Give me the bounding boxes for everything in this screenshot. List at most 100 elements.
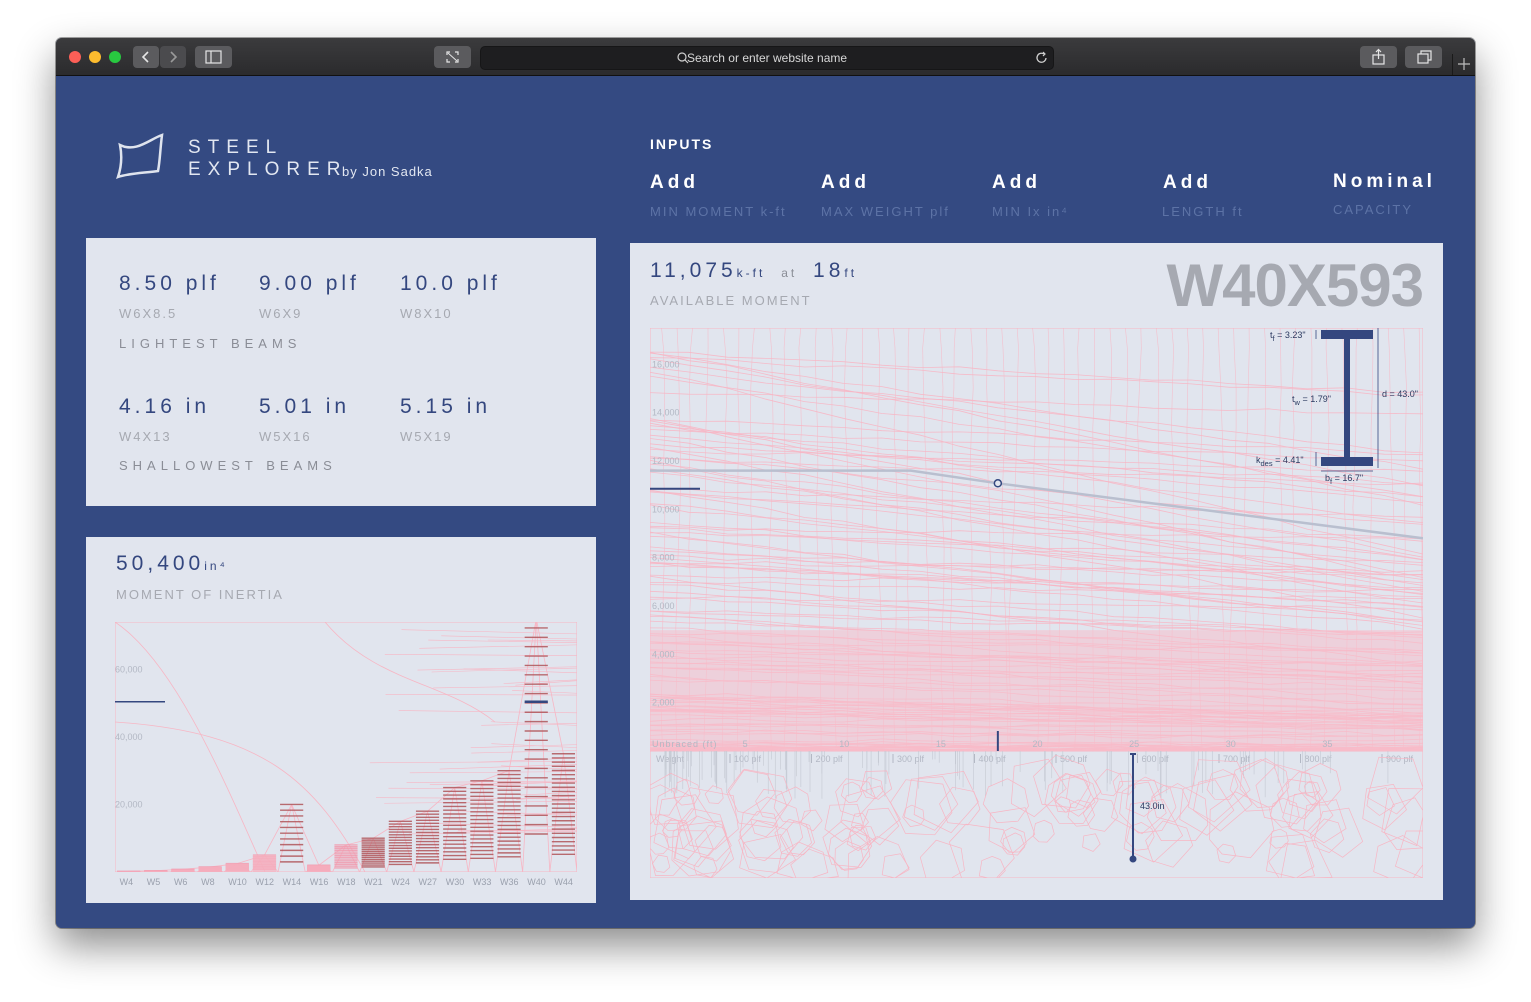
reload-icon[interactable]	[1035, 51, 1049, 65]
capacity-curve	[650, 448, 1423, 472]
capacity-curve	[650, 443, 1423, 485]
share-button[interactable]	[1360, 46, 1397, 68]
weight-mesh-cell	[739, 819, 782, 862]
min-ix-input[interactable]: Add	[992, 172, 1041, 193]
weight-mesh-cell	[860, 776, 884, 800]
tw-label: tw = 1.79"	[1292, 394, 1331, 407]
reader-button[interactable]	[434, 46, 471, 68]
new-tab-button[interactable]	[1452, 54, 1475, 75]
inertia-grid-line	[439, 764, 577, 770]
lightest-value-1: 8.50 plf	[119, 272, 220, 295]
weight-mesh-cell	[755, 789, 788, 819]
weight-mesh-cell	[1216, 843, 1237, 864]
inertia-grid-line	[401, 629, 577, 635]
capacity-curve	[650, 503, 1423, 594]
weight-mesh-cell	[1206, 769, 1239, 800]
weight-mesh-cell	[835, 778, 876, 818]
weight-mesh-cell	[1044, 773, 1099, 824]
inertia-category-axis: W4 W5 W6 W8 W10 W12 W14 W16 W18 W21 W24 W27 W30 W33 W3…	[115, 877, 577, 891]
inertia-category-label: W8	[201, 877, 215, 887]
inertia-grid-line	[384, 654, 577, 656]
weight-mesh-cell	[776, 841, 829, 878]
close-window-button[interactable]	[69, 51, 81, 63]
inertia-grid-line	[470, 744, 577, 748]
x-axis-label: Unbraced (ft)	[652, 739, 718, 749]
inertia-grid-line	[491, 743, 577, 748]
forward-button[interactable]	[160, 46, 186, 68]
moment-chart[interactable]: 2,000 4,000 6,000 8,000 10,000 12,000 14,000 16…	[650, 328, 1423, 878]
weight-mesh-cell	[1119, 776, 1177, 834]
inertia-category-label: W18	[337, 877, 356, 887]
lightest-shape-2[interactable]: W6X9	[259, 306, 303, 321]
inertia-category-label: W16	[309, 877, 329, 887]
weight-mesh-cell	[860, 807, 900, 846]
y-tick-label: 10,000	[652, 504, 680, 514]
y-tick-label: 6,000	[652, 601, 675, 611]
capacity-curve	[650, 561, 1423, 608]
capacity-curve	[650, 463, 1423, 560]
weight-mesh-cell	[774, 818, 812, 857]
inertia-chart[interactable]: 20,000 40,000 60,000	[115, 622, 577, 872]
tabs-overview-button[interactable]	[1405, 46, 1442, 68]
weight-mesh-cell	[1032, 819, 1055, 843]
shallowest-value-3: 5.15 in	[400, 395, 492, 418]
inertia-category-label: W4	[119, 877, 134, 887]
capacity-mode-toggle[interactable]: Nominal	[1333, 171, 1436, 192]
inertia-grid-line	[419, 644, 577, 649]
capacity-curve	[650, 584, 1423, 635]
max-weight-input[interactable]: Add	[821, 172, 870, 193]
weight-mesh-cell	[673, 778, 701, 806]
inertia-category-label: W12	[255, 877, 274, 887]
weight-mesh-cell	[841, 781, 863, 803]
inertia-shape-fill	[144, 870, 168, 872]
inertia-grid-line	[409, 771, 577, 774]
inertia-category-label: W44	[554, 877, 573, 887]
address-bar[interactable]: Search or enter website name	[480, 46, 1054, 70]
shallowest-shape-3[interactable]: W5X19	[400, 429, 453, 444]
weight-mesh-cell	[650, 832, 669, 855]
minimize-window-button[interactable]	[89, 51, 101, 63]
x-tick-label: 35	[1322, 739, 1332, 749]
shallowest-shape-2[interactable]: W5X16	[259, 429, 312, 444]
weight-mesh-cell	[1000, 826, 1027, 853]
weight-mesh-cell	[704, 785, 724, 804]
inertia-plot-frame	[115, 622, 577, 872]
inertia-category-label: W14	[282, 877, 302, 887]
length-input[interactable]: Add	[1163, 172, 1212, 193]
inertia-unit: in⁴	[204, 559, 228, 573]
moment-card: 11,075k-ft at 18ft AVAILABLE MOMENT W40X…	[630, 243, 1443, 900]
shallowest-shape-1[interactable]: W4X13	[119, 429, 172, 444]
capacity-curve	[650, 565, 1423, 598]
x-tick-label: 5	[743, 739, 748, 749]
moment-unit: k-ft	[736, 266, 766, 280]
weight-mesh-cell	[790, 848, 839, 878]
weight-mesh-cell	[1111, 779, 1167, 835]
d-label: d = 43.0"	[1382, 389, 1418, 399]
min-ix-label: MIN Ix in⁴	[992, 204, 1069, 219]
weight-mesh-cell	[1209, 791, 1275, 859]
sidebar-toggle-button[interactable]	[195, 46, 232, 68]
weight-mesh-cell	[676, 808, 727, 857]
weight-mesh-cell	[1298, 763, 1342, 806]
moment-length: 18	[813, 259, 845, 282]
weight-mesh-cell	[1179, 779, 1235, 836]
weight-mesh-cell	[727, 769, 776, 816]
capacity-curve	[650, 525, 1423, 542]
back-button[interactable]	[133, 46, 159, 68]
min-moment-input[interactable]: Add	[650, 172, 699, 193]
inertia-category-label: W21	[364, 877, 383, 887]
inertia-envelope-curve	[115, 622, 266, 872]
weight-mesh-cell	[978, 856, 1006, 878]
lightest-shape-3[interactable]: W8X10	[400, 306, 453, 321]
inertia-y-tick-label: 20,000	[115, 799, 143, 809]
weight-mesh-cell	[739, 834, 796, 878]
zoom-window-button[interactable]	[109, 51, 121, 63]
inertia-envelope-curve	[324, 622, 496, 723]
tabs-icon	[1417, 50, 1432, 64]
expand-icon	[446, 51, 459, 63]
lightest-shape-1[interactable]: W6X8.5	[119, 306, 178, 321]
moment-length-unit: ft	[844, 266, 858, 280]
capacity-curve	[650, 418, 1423, 558]
inertia-grid-line	[376, 797, 577, 799]
inertia-y-tick-label: 40,000	[115, 732, 143, 742]
